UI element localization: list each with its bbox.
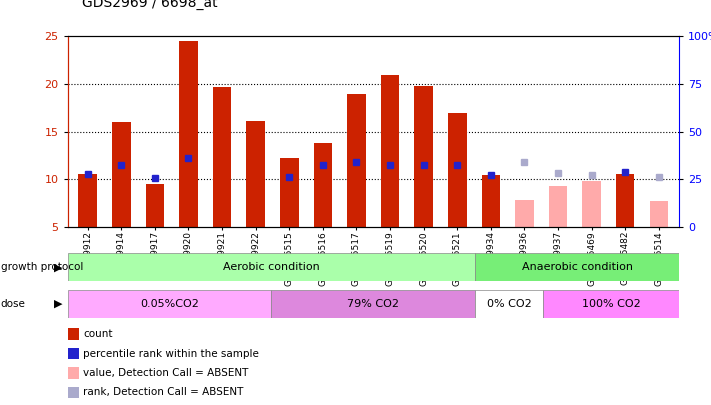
Text: 79% CO2: 79% CO2	[347, 299, 400, 309]
Bar	[650, 201, 668, 227]
Text: Aerobic condition: Aerobic condition	[223, 262, 320, 272]
Bar	[280, 158, 299, 227]
Text: rank, Detection Call = ABSENT: rank, Detection Call = ABSENT	[83, 388, 244, 397]
Bar	[475, 290, 543, 318]
Bar	[415, 86, 433, 227]
Text: count: count	[83, 329, 112, 339]
Bar	[247, 121, 265, 227]
Text: value, Detection Call = ABSENT: value, Detection Call = ABSENT	[83, 368, 249, 378]
Bar	[272, 290, 475, 318]
Bar	[68, 290, 272, 318]
Text: growth protocol: growth protocol	[1, 262, 83, 272]
Bar	[179, 41, 198, 227]
Bar	[549, 186, 567, 227]
Bar	[481, 175, 500, 227]
Bar	[347, 94, 365, 227]
Bar	[314, 143, 332, 227]
Text: 100% CO2: 100% CO2	[582, 299, 641, 309]
Bar	[112, 122, 131, 227]
Bar	[213, 87, 231, 227]
Bar	[381, 75, 400, 227]
Bar	[475, 253, 679, 281]
Text: dose: dose	[1, 299, 26, 309]
Bar	[68, 253, 475, 281]
Bar	[582, 181, 601, 227]
Bar	[543, 290, 679, 318]
Text: ▶: ▶	[54, 262, 63, 272]
Text: percentile rank within the sample: percentile rank within the sample	[83, 349, 259, 358]
Text: GDS2969 / 6698_at: GDS2969 / 6698_at	[82, 0, 218, 10]
Text: 0% CO2: 0% CO2	[487, 299, 532, 309]
Bar	[515, 200, 534, 227]
Bar	[78, 175, 97, 227]
Bar	[616, 175, 634, 227]
Bar	[146, 184, 164, 227]
Text: ▶: ▶	[54, 299, 63, 309]
Bar	[448, 113, 466, 227]
Text: 0.05%CO2: 0.05%CO2	[140, 299, 199, 309]
Text: Anaerobic condition: Anaerobic condition	[522, 262, 633, 272]
